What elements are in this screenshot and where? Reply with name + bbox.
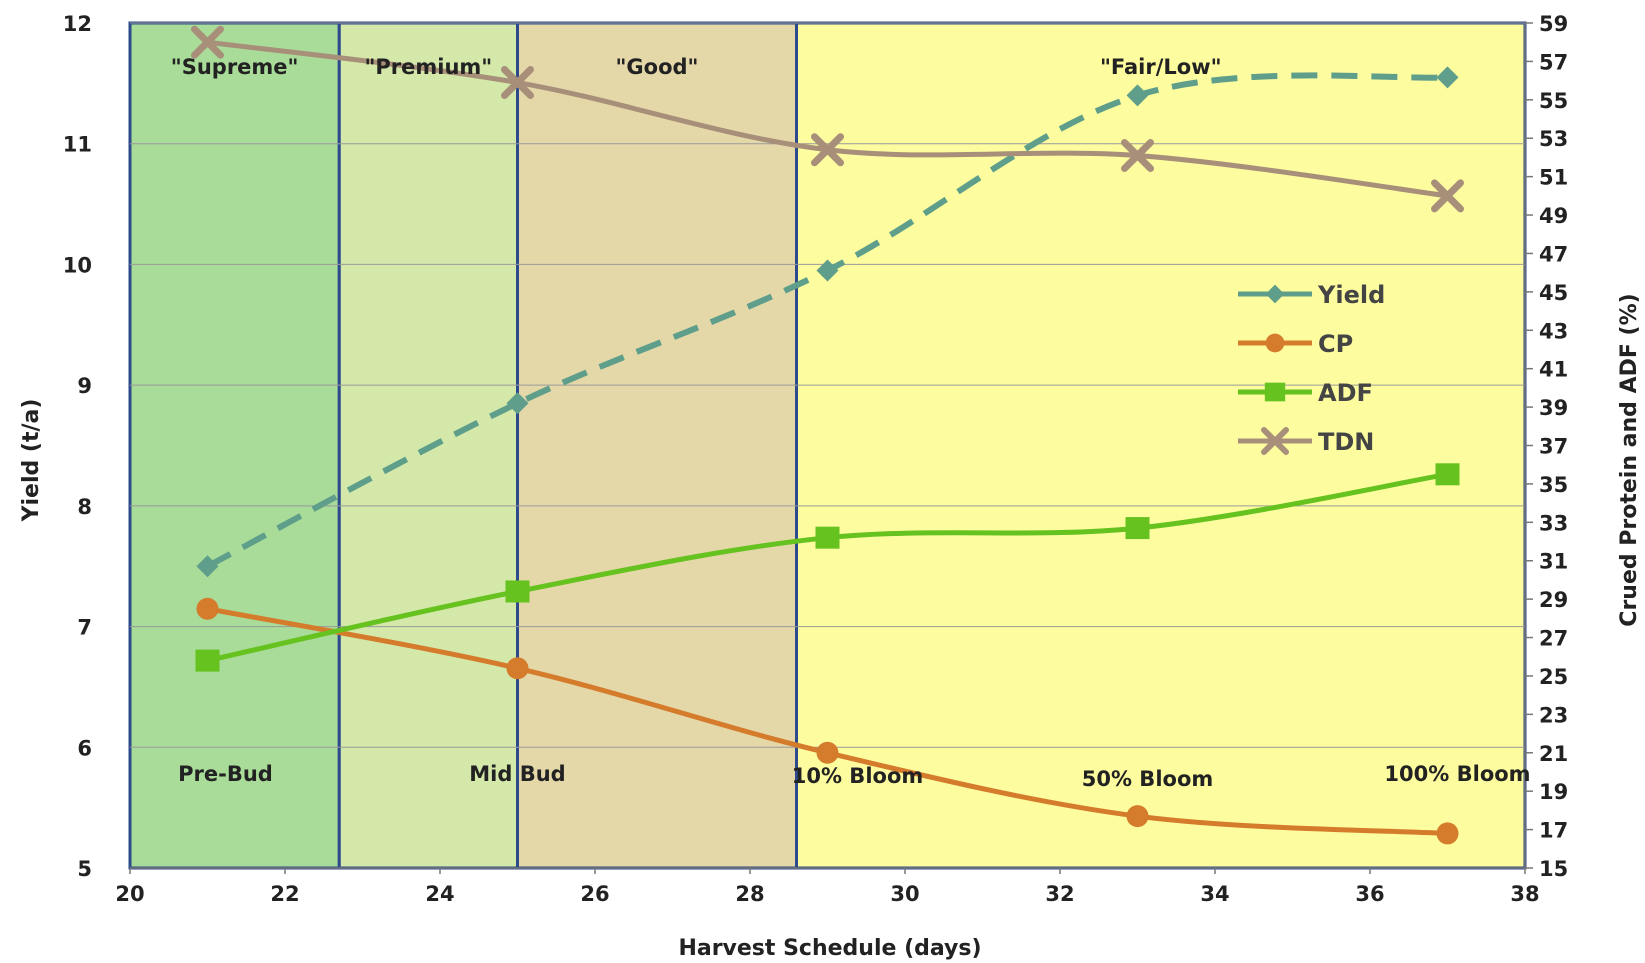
band-label-0: "Supreme"	[171, 55, 299, 79]
point-yield-0	[196, 555, 219, 578]
y2-tick-label-13: 41	[1539, 358, 1568, 382]
stage-label-3: 50% Bloom	[1082, 767, 1214, 791]
band-label-2: "Good"	[615, 55, 698, 79]
point-tdn-3	[1121, 139, 1154, 173]
x-tick-label-5: 30	[890, 882, 919, 906]
point-cp-4	[1436, 822, 1459, 845]
y-tick-label-7: 12	[63, 12, 92, 36]
legend-label-1: CP	[1318, 330, 1353, 358]
y-tick-label-5: 10	[63, 253, 92, 277]
y2-tick-label-10: 35	[1539, 473, 1568, 497]
y2-tick-label-0: 15	[1539, 857, 1568, 881]
quality-band-3	[795, 21, 1527, 870]
y-tick-label-0: 5	[77, 857, 92, 881]
point-cp-2	[816, 741, 839, 764]
axes: 20 22 24 26 28 30 32 34 36 38 5 6 7 8 9 10 11 12 15 17 19 21 2…	[63, 12, 1568, 906]
y2-tick-label-7: 29	[1539, 588, 1568, 612]
y2-tick-label-6: 27	[1539, 627, 1568, 651]
band-label-1: "Premium"	[364, 55, 492, 79]
y2-tick-label-8: 31	[1539, 550, 1568, 574]
point-yield-1	[506, 392, 529, 415]
series	[191, 25, 1464, 845]
point-tdn-1	[501, 66, 534, 100]
y-tick-label-6: 11	[63, 133, 92, 157]
point-adf-4	[1435, 463, 1460, 486]
point-adf-1	[505, 580, 530, 603]
band-label-3: "Fair/Low"	[1100, 55, 1222, 79]
legend: Yield CP ADF TDN	[1238, 281, 1385, 456]
y-tick-label-4: 9	[77, 374, 92, 398]
y2-tick-label-3: 21	[1539, 742, 1568, 766]
x-tick-label-1: 22	[270, 882, 299, 906]
y-tick-label-1: 6	[77, 736, 92, 760]
y2-tick-label-9: 33	[1539, 511, 1568, 535]
y2-tick-label-2: 19	[1539, 780, 1568, 804]
stage-label-1: Mid Bud	[469, 762, 565, 786]
point-adf-2	[815, 526, 840, 549]
point-cp-3	[1126, 805, 1149, 828]
point-cp-0	[196, 597, 219, 620]
point-adf-0	[195, 649, 220, 672]
y2-tick-label-11: 37	[1539, 435, 1568, 459]
point-tdn-4	[1431, 179, 1464, 213]
x-tick-label-2: 24	[425, 882, 454, 906]
y2-tick-label-21: 57	[1539, 50, 1568, 74]
x-tick-label-0: 20	[115, 882, 144, 906]
quality-band-0	[128, 21, 341, 870]
legend-label-2: ADF	[1318, 379, 1373, 407]
y2-tick-label-16: 47	[1539, 242, 1568, 266]
y2-tick-label-1: 17	[1539, 819, 1568, 843]
quality-band-2	[516, 21, 798, 870]
y2-tick-label-18: 51	[1539, 166, 1568, 190]
y2-axis-title: Crued Protein and ADF (%)	[1617, 293, 1642, 626]
y-tick-label-2: 7	[77, 616, 92, 640]
band-and-stage-labels: "Supreme" "Premium" "Good" "Fair/Low" Pre-Bu…	[171, 55, 1531, 791]
point-adf-3	[1125, 517, 1150, 540]
point-cp-1	[506, 657, 529, 680]
x-tick-label-4: 28	[735, 882, 764, 906]
y2-tick-label-20: 55	[1539, 89, 1568, 113]
stage-label-0: Pre-Bud	[178, 762, 273, 786]
legend-swatch-marker-1	[1265, 333, 1285, 353]
point-tdn-0	[191, 25, 224, 59]
legend-label-3: TDN	[1318, 428, 1374, 456]
y2-tick-label-17: 49	[1539, 204, 1568, 228]
x-tick-label-7: 34	[1200, 882, 1229, 906]
legend-swatch-marker-2	[1264, 382, 1286, 402]
y-axis-title: Yield (t/a)	[19, 399, 44, 523]
y2-tick-label-12: 39	[1539, 396, 1568, 420]
legend-label-0: Yield	[1317, 281, 1385, 309]
x-tick-label-3: 26	[580, 882, 609, 906]
x-axis-title: Harvest Schedule (days)	[678, 936, 981, 961]
point-tdn-2	[811, 133, 844, 167]
y2-tick-label-14: 43	[1539, 319, 1568, 343]
legend-swatch-marker-3	[1260, 426, 1290, 456]
stage-label-4: 100% Bloom	[1384, 762, 1530, 786]
y2-tick-label-22: 59	[1539, 12, 1568, 36]
y2-tick-label-15: 45	[1539, 281, 1568, 305]
x-tick-label-9: 38	[1510, 882, 1539, 906]
stage-label-2: 10% Bloom	[792, 764, 924, 788]
x-tick-label-6: 32	[1045, 882, 1074, 906]
point-yield-2	[816, 259, 839, 282]
y2-tick-label-19: 53	[1539, 127, 1568, 151]
y2-tick-label-4: 23	[1539, 703, 1568, 727]
y-tick-label-3: 8	[77, 495, 92, 519]
x-tick-label-8: 36	[1355, 882, 1384, 906]
legend-swatch-marker-0	[1265, 284, 1285, 304]
point-yield-3	[1126, 84, 1149, 107]
point-yield-4	[1436, 66, 1459, 89]
y2-tick-label-5: 25	[1539, 665, 1568, 689]
